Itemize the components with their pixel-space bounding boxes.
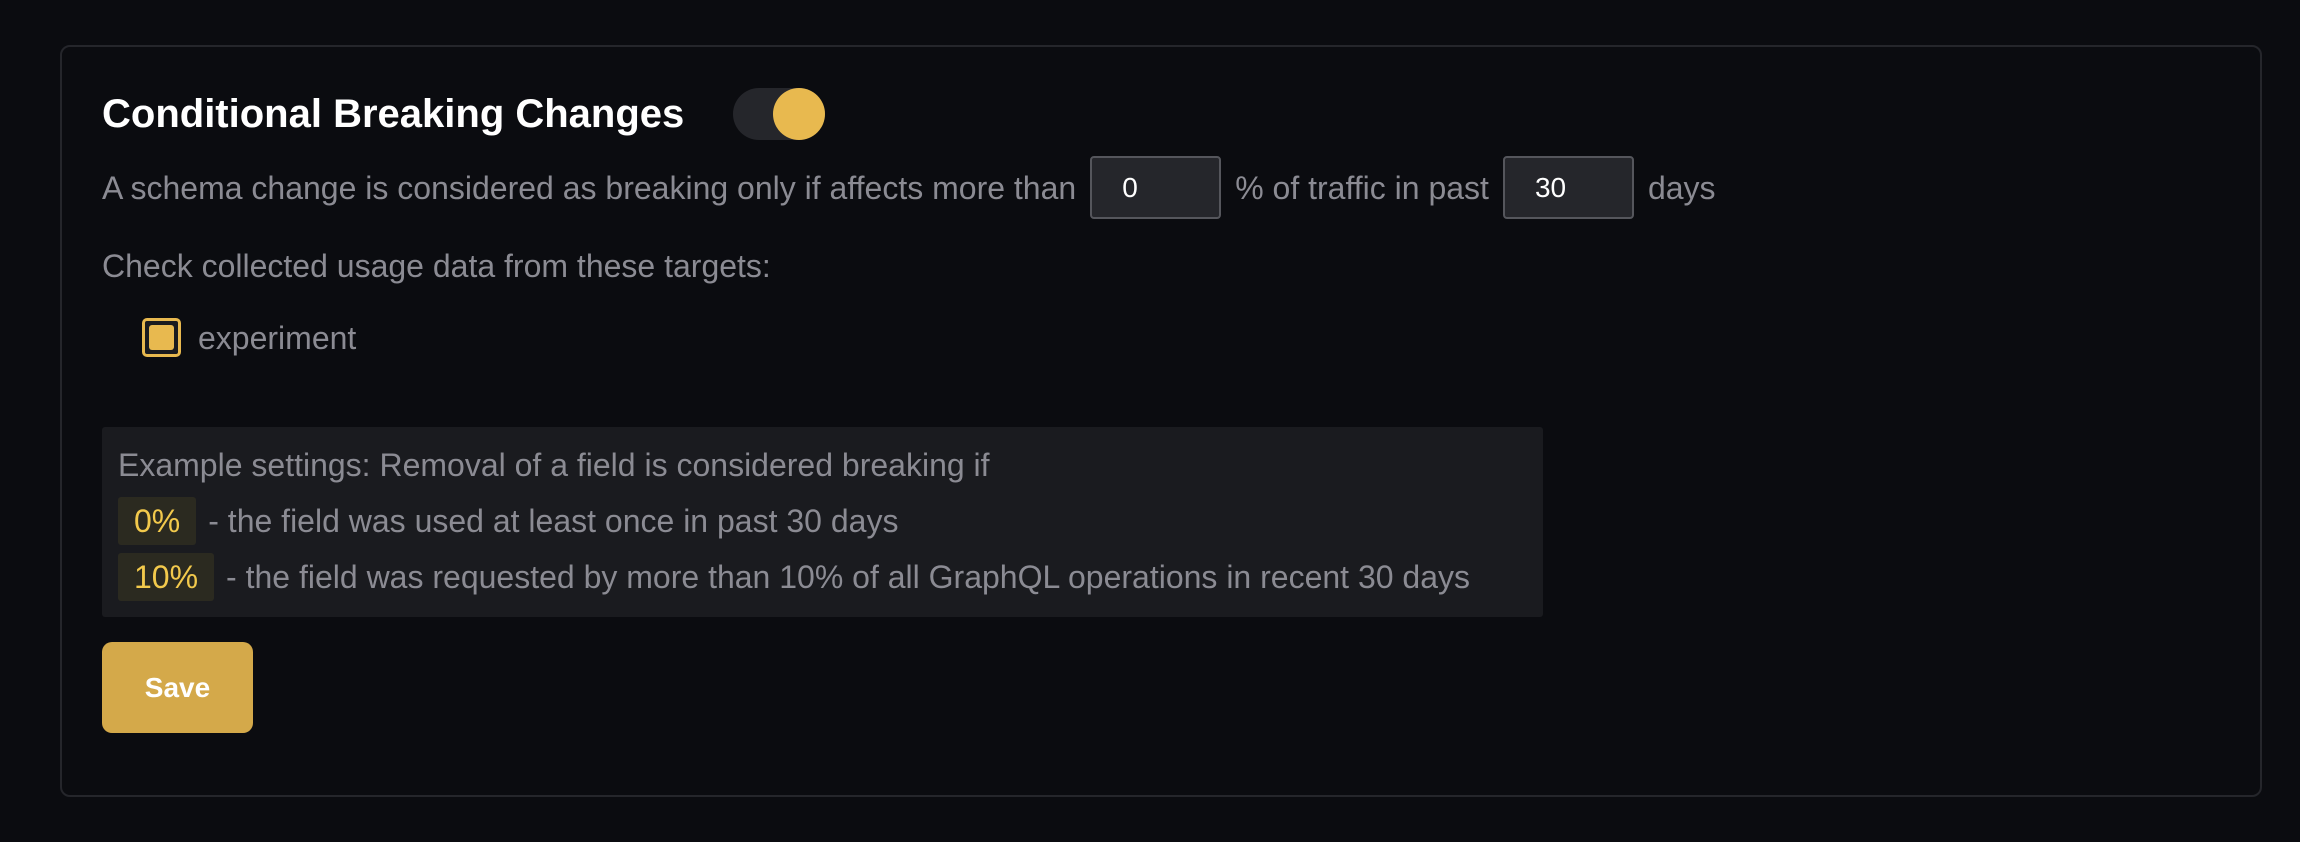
rule-sentence: A schema change is considered as breakin… bbox=[102, 156, 1716, 219]
percentage-input[interactable] bbox=[1090, 156, 1222, 219]
example-badge: 0% bbox=[118, 497, 197, 545]
example-line: 0% - the field was used at least once in… bbox=[118, 497, 898, 545]
rule-suffix: days bbox=[1647, 169, 1716, 206]
checkbox-check-icon bbox=[149, 325, 174, 350]
section-title: Conditional Breaking Changes bbox=[102, 92, 685, 136]
target-label-experiment: experiment bbox=[198, 320, 357, 356]
target-checkbox-experiment[interactable] bbox=[142, 318, 181, 357]
example-text: - the field was requested by more than 1… bbox=[226, 559, 1471, 595]
targets-label: Check collected usage data from these ta… bbox=[102, 248, 771, 284]
rule-middle: % of traffic in past bbox=[1235, 169, 1489, 206]
example-settings-box: Example settings: Removal of a field is … bbox=[102, 427, 1543, 617]
example-intro: Example settings: Removal of a field is … bbox=[118, 447, 990, 483]
save-button[interactable]: Save bbox=[102, 642, 253, 733]
rule-prefix: A schema change is considered as breakin… bbox=[102, 169, 1077, 206]
days-input[interactable] bbox=[1502, 156, 1634, 219]
example-text: - the field was used at least once in pa… bbox=[208, 503, 899, 539]
example-badge: 10% bbox=[118, 553, 215, 601]
toggle-knob bbox=[773, 88, 825, 140]
example-line: 10% - the field was requested by more th… bbox=[118, 553, 1470, 601]
conditional-breaking-changes-card bbox=[60, 45, 2262, 797]
enable-toggle[interactable] bbox=[733, 88, 825, 140]
